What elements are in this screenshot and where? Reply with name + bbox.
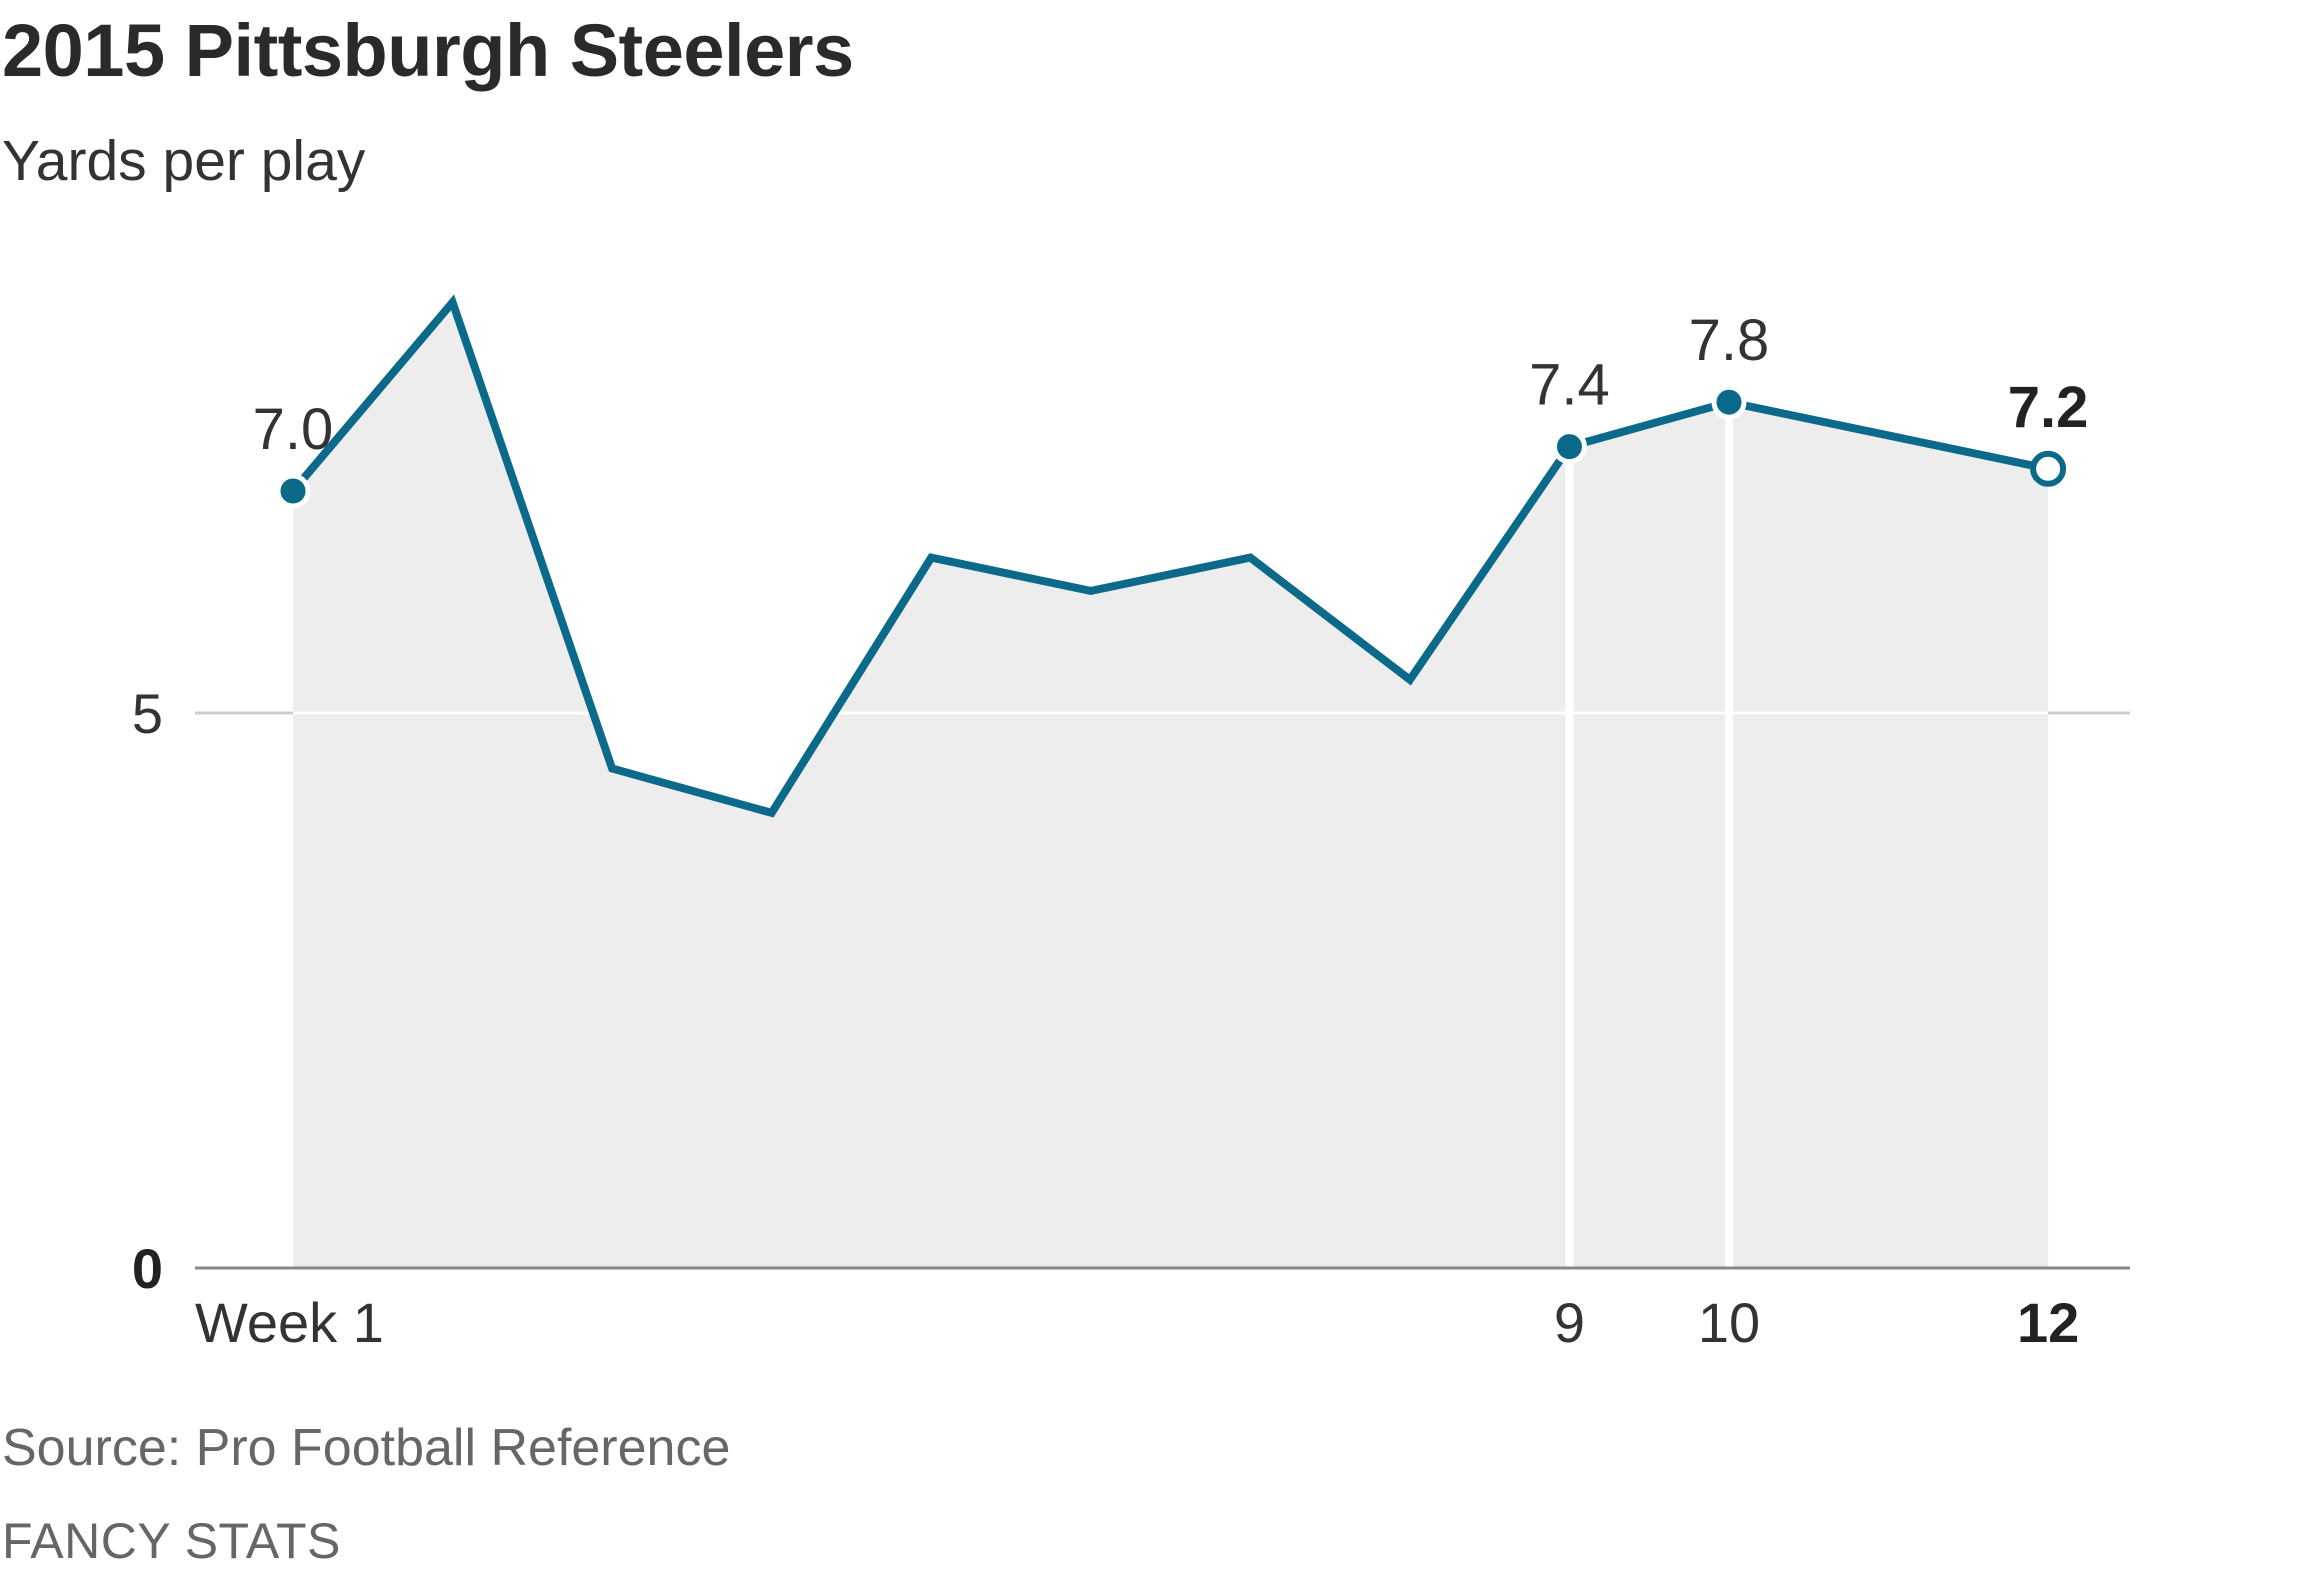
data-label-week-1: 7.0 [253,397,334,462]
x-tick-label-12: 12 [2017,1291,2079,1354]
x-tick-label-10: 10 [1698,1291,1760,1354]
chart-subtitle: Yards per play [2,129,366,193]
highlight-marker-week-10 [1711,384,1747,420]
source-note: Source: Pro Football Reference [2,1419,731,1477]
data-label-week-12: 7.2 [2008,375,2089,440]
x-tick-label-1: Week 1 [195,1291,384,1354]
y-tick-label-5: 5 [132,682,163,745]
highlight-marker-week-1 [275,473,311,509]
chart-title: 2015 Pittsburgh Steelers [2,9,854,92]
highlight-marker-week-12 [2030,450,2067,487]
x-tick-label-9: 9 [1554,1291,1585,1354]
brand-label: FANCY STATS [2,1513,341,1569]
series-line [289,294,2049,818]
y-tick-label-0: 0 [132,1237,163,1300]
area-fill [293,302,2049,1268]
highlight-marker-week-9 [1551,429,1587,465]
data-label-week-9: 7.4 [1529,353,1610,418]
data-label-week-10: 7.8 [1689,308,1770,373]
